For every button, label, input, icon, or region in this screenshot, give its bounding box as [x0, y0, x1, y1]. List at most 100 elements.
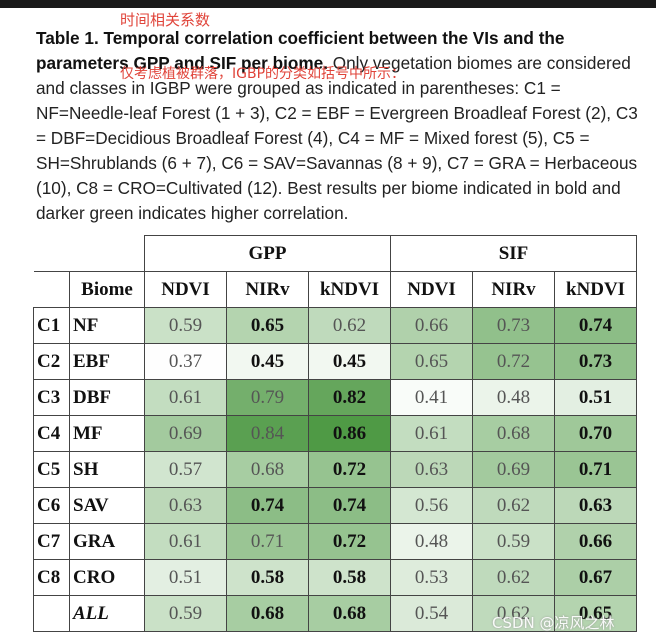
- table-body: C1 NF 0.59 0.65 0.62 0.66 0.73 0.74 C2 EBF 0.37 0.4…: [33, 307, 637, 632]
- value-cell-gpp-ndvi: 0.51: [144, 559, 227, 596]
- value-cell-gpp-kndvi: 0.82: [308, 379, 391, 416]
- value-cell-gpp-kndvi: 0.58: [308, 559, 391, 596]
- table-row: C4 MF 0.69 0.84 0.86 0.61 0.68 0.70: [33, 415, 637, 452]
- table-row: C1 NF 0.59 0.65 0.62 0.66 0.73 0.74: [33, 307, 637, 344]
- biome-name-cell: MF: [69, 415, 145, 452]
- value-cell-sif-nirv: 0.72: [472, 343, 555, 380]
- value-cell-gpp-kndvi: 0.72: [308, 451, 391, 488]
- value-cell-gpp-nirv: 0.45: [226, 343, 309, 380]
- correlation-table: GPP SIF Biome NDVI NIRv kNDVI NDVI NIRv …: [33, 235, 637, 632]
- group-header-gpp: GPP: [144, 235, 391, 272]
- value-cell-sif-kndvi: 0.67: [554, 559, 637, 596]
- value-cell-sif-ndvi: 0.54: [390, 595, 473, 632]
- biome-code-cell: C6: [33, 487, 70, 524]
- col-header-gpp-kndvi: kNDVI: [308, 271, 391, 308]
- value-cell-sif-nirv: 0.69: [472, 451, 555, 488]
- value-cell-sif-ndvi: 0.56: [390, 487, 473, 524]
- value-cell-sif-kndvi: 0.73: [554, 343, 637, 380]
- table-caption: Table 1. Temporal correlation coefficien…: [36, 26, 646, 226]
- col-header-gpp-ndvi: NDVI: [144, 271, 227, 308]
- biome-name-cell: DBF: [69, 379, 145, 416]
- value-cell-sif-nirv: 0.62: [472, 595, 555, 632]
- value-cell-sif-ndvi: 0.65: [390, 343, 473, 380]
- biome-code-cell: C2: [33, 343, 70, 380]
- value-cell-sif-ndvi: 0.61: [390, 415, 473, 452]
- value-cell-gpp-nirv: 0.65: [226, 307, 309, 344]
- handwritten-annotation-top: 时间相关系数: [120, 11, 211, 29]
- handwritten-annotation-overlay: 仅考虑植被群落，IGBP的分类如括号中所示：: [120, 66, 406, 82]
- value-cell-sif-kndvi: 0.74: [554, 307, 637, 344]
- col-header-gpp-nirv: NIRv: [226, 271, 309, 308]
- value-cell-gpp-ndvi: 0.57: [144, 451, 227, 488]
- biome-code-cell: C8: [33, 559, 70, 596]
- value-cell-sif-kndvi: 0.51: [554, 379, 637, 416]
- value-cell-gpp-kndvi: 0.86: [308, 415, 391, 452]
- value-cell-gpp-ndvi: 0.61: [144, 379, 227, 416]
- biome-code-cell: [33, 595, 70, 632]
- value-cell-sif-kndvi: 0.71: [554, 451, 637, 488]
- value-cell-gpp-kndvi: 0.72: [308, 523, 391, 560]
- table-row: C8 CRO 0.51 0.58 0.58 0.53 0.62 0.67: [33, 559, 637, 596]
- caption-body: Only vegetation biomes are considered an…: [36, 53, 638, 223]
- value-cell-gpp-nirv: 0.58: [226, 559, 309, 596]
- value-cell-gpp-nirv: 0.79: [226, 379, 309, 416]
- biome-name-cell: CRO: [69, 559, 145, 596]
- biome-name-cell: EBF: [69, 343, 145, 380]
- value-cell-sif-kndvi: 0.65: [554, 595, 637, 632]
- value-cell-sif-kndvi: 0.63: [554, 487, 637, 524]
- value-cell-sif-nirv: 0.48: [472, 379, 555, 416]
- biome-name-cell: SH: [69, 451, 145, 488]
- value-cell-sif-ndvi: 0.66: [390, 307, 473, 344]
- biome-code-cell: C3: [33, 379, 70, 416]
- value-cell-sif-kndvi: 0.66: [554, 523, 637, 560]
- value-cell-gpp-ndvi: 0.63: [144, 487, 227, 524]
- biome-code-cell: C5: [33, 451, 70, 488]
- value-cell-gpp-ndvi: 0.61: [144, 523, 227, 560]
- value-cell-gpp-nirv: 0.74: [226, 487, 309, 524]
- biome-name-cell: SAV: [69, 487, 145, 524]
- biome-code-cell: C4: [33, 415, 70, 452]
- col-header-sif-ndvi: NDVI: [390, 271, 473, 308]
- biome-code-cell: C7: [33, 523, 70, 560]
- value-cell-gpp-kndvi: 0.74: [308, 487, 391, 524]
- caption-title: Table 1. Temporal correlation coefficien…: [36, 28, 565, 73]
- value-cell-gpp-ndvi: 0.37: [144, 343, 227, 380]
- value-cell-gpp-nirv: 0.84: [226, 415, 309, 452]
- biome-name-cell: GRA: [69, 523, 145, 560]
- value-cell-gpp-kndvi: 0.68: [308, 595, 391, 632]
- value-cell-gpp-kndvi: 0.62: [308, 307, 391, 344]
- group-header-sif: SIF: [390, 235, 637, 272]
- value-cell-gpp-ndvi: 0.69: [144, 415, 227, 452]
- biome-code-cell: C1: [33, 307, 70, 344]
- table-row: C2 EBF 0.37 0.45 0.45 0.65 0.72 0.73: [33, 343, 637, 380]
- table-row: C3 DBF 0.61 0.79 0.82 0.41 0.48 0.51: [33, 379, 637, 416]
- empty-corner: [33, 235, 145, 272]
- biome-name-cell: ALL: [69, 595, 145, 632]
- value-cell-gpp-kndvi: 0.45: [308, 343, 391, 380]
- value-cell-sif-ndvi: 0.53: [390, 559, 473, 596]
- value-cell-gpp-nirv: 0.71: [226, 523, 309, 560]
- value-cell-sif-kndvi: 0.70: [554, 415, 637, 452]
- table-row: ALL 0.59 0.68 0.68 0.54 0.62 0.65: [33, 595, 637, 632]
- value-cell-sif-ndvi: 0.41: [390, 379, 473, 416]
- value-cell-sif-ndvi: 0.63: [390, 451, 473, 488]
- biome-header: Biome: [69, 271, 145, 308]
- value-cell-gpp-nirv: 0.68: [226, 595, 309, 632]
- value-cell-sif-nirv: 0.68: [472, 415, 555, 452]
- col-header-sif-kndvi: kNDVI: [554, 271, 637, 308]
- table-row: C7 GRA 0.61 0.71 0.72 0.48 0.59 0.66: [33, 523, 637, 560]
- value-cell-gpp-nirv: 0.68: [226, 451, 309, 488]
- value-cell-gpp-ndvi: 0.59: [144, 595, 227, 632]
- value-cell-sif-nirv: 0.62: [472, 559, 555, 596]
- empty-code-header: [33, 271, 70, 308]
- top-dark-bar: [0, 0, 656, 8]
- value-cell-sif-nirv: 0.62: [472, 487, 555, 524]
- biome-name-cell: NF: [69, 307, 145, 344]
- col-header-sif-nirv: NIRv: [472, 271, 555, 308]
- table-row: C6 SAV 0.63 0.74 0.74 0.56 0.62 0.63: [33, 487, 637, 524]
- value-cell-gpp-ndvi: 0.59: [144, 307, 227, 344]
- value-cell-sif-nirv: 0.73: [472, 307, 555, 344]
- value-cell-sif-ndvi: 0.48: [390, 523, 473, 560]
- table-row: C5 SH 0.57 0.68 0.72 0.63 0.69 0.71: [33, 451, 637, 488]
- value-cell-sif-nirv: 0.59: [472, 523, 555, 560]
